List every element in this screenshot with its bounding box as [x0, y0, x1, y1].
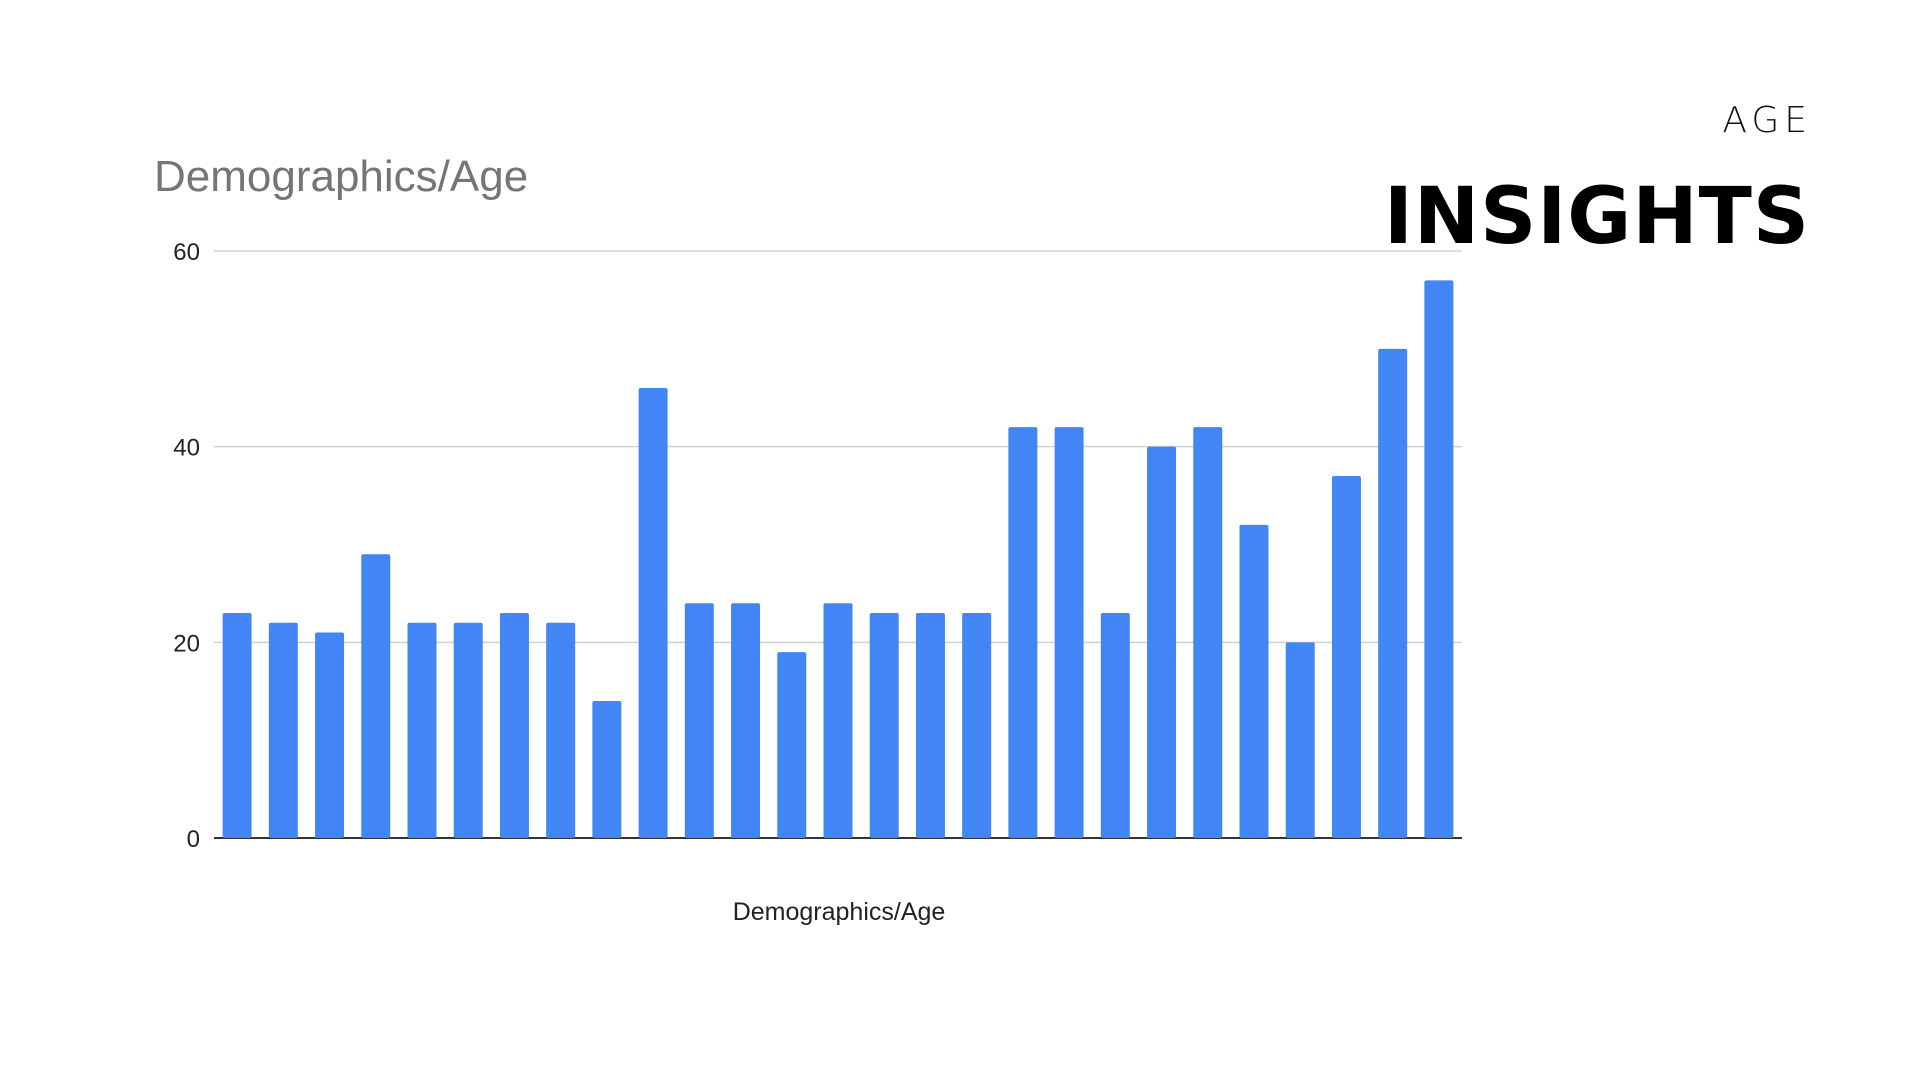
- section-headline: INSIGHTS: [1383, 172, 1810, 262]
- bar: [1054, 427, 1084, 838]
- bar: [1193, 427, 1223, 838]
- bar: [731, 603, 761, 838]
- bar: [1100, 612, 1130, 838]
- bar: [315, 632, 345, 838]
- bar: [1331, 476, 1361, 838]
- bar: [1147, 446, 1177, 838]
- y-tick-label: 40: [173, 435, 200, 462]
- bar: [268, 622, 298, 838]
- y-tick-label: 20: [173, 630, 200, 657]
- y-tick-label: 60: [173, 239, 200, 266]
- bar: [453, 622, 483, 838]
- bar: [222, 612, 252, 838]
- bar: [823, 603, 853, 838]
- section-kicker: AGE: [1722, 100, 1812, 141]
- bar: [1008, 427, 1038, 838]
- bar: [361, 554, 391, 838]
- chart-title: Demographics/Age: [154, 152, 529, 201]
- bar: [1285, 642, 1315, 838]
- bar: [638, 387, 668, 838]
- bar: [869, 612, 899, 838]
- bar: [1378, 348, 1408, 838]
- bar: [592, 701, 622, 838]
- bar: [1424, 280, 1454, 839]
- bar: [915, 612, 945, 838]
- bar: [407, 622, 437, 838]
- x-axis-label: Demographics/Age: [733, 898, 946, 926]
- bar: [962, 612, 992, 838]
- bar: [546, 622, 576, 838]
- bar: [499, 612, 529, 838]
- y-tick-label: 0: [187, 826, 200, 853]
- bar: [777, 652, 807, 838]
- bar: [684, 603, 714, 838]
- bar: [1239, 524, 1269, 838]
